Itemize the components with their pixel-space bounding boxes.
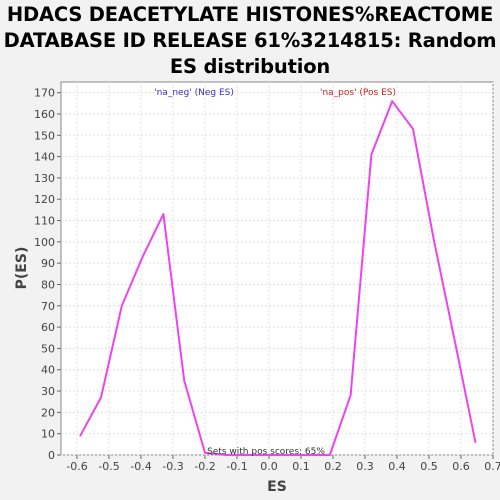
y-tick-label: 110 [34,215,55,228]
plot-area [60,81,494,456]
y-tick-label: 40 [41,364,55,377]
x-tick-label: -0.5 [98,460,119,473]
y-tick-label: 130 [34,172,55,185]
x-tick-label: 0.1 [292,460,310,473]
chart-title-line-2: DATABASE ID RELEASE 61%3214815: Random [3,29,497,52]
data-point [391,100,394,102]
x-tick-label: 0.7 [484,460,500,473]
data-point [266,454,269,456]
data-point [370,153,373,156]
data-point [79,435,81,437]
series-line [79,100,477,456]
series-es-distribution [79,100,477,456]
y-tick-label: 160 [34,108,55,121]
y-tick-label: 90 [41,257,55,270]
x-tick-label: -0.3 [162,460,183,473]
data-point [225,454,227,456]
y-tick-label: 70 [41,300,55,313]
x-tick-label: 0.0 [260,460,278,473]
y-tick-label: 100 [34,236,55,249]
legend-neg: 'na_neg' (Neg ES) [154,88,234,98]
data-point [308,454,310,456]
x-axis-label: ES [267,479,287,495]
y-tick-label: 150 [34,129,55,142]
data-point [204,452,206,454]
x-tick-label: 0.6 [452,460,470,473]
data-point [245,454,248,456]
data-point [100,396,102,399]
x-tick-label: 0.5 [420,460,438,473]
x-tick-label: -0.4 [130,460,151,473]
data-point [349,394,352,397]
grid-lines [61,82,494,456]
y-axis: 0 10 20 30 40 50 60 70 80 90 100 110 120 130 140 150 160… [34,87,61,462]
y-tick-label: 30 [41,385,55,398]
y-tick-label: 60 [41,321,55,334]
data-point [433,238,435,241]
x-axis: -0.6 -0.5 -0.4 -0.3 -0.2 -0.1 0.0 0.1 0.2 0.3 0.4 0… [66,455,500,473]
y-tick-label: 80 [41,278,55,291]
y-tick-label: 10 [41,428,55,441]
x-tick-label: -0.1 [226,460,247,473]
data-point [162,213,165,215]
chart-title: HDACS DEACETYLATE HISTONES%REACTOME DATA… [0,2,500,80]
y-tick-label: 20 [41,406,55,419]
y-tick-label: 50 [41,342,55,355]
chart-title-line-3: ES distribution [169,55,331,78]
data-point [287,454,290,456]
y-axis-label: P(ES) [14,247,30,290]
data-point [121,305,123,307]
x-tick-label: 0.3 [356,460,374,473]
data-point [474,441,477,444]
legend-pos: 'na_pos' (Pos ES) [320,88,396,98]
y-tick-label: 170 [34,87,55,100]
pos-scores-annotation: Sets with pos scores: 65% [207,447,325,457]
y-tick-label: 140 [34,151,55,164]
x-tick-label: -0.6 [66,460,87,473]
x-tick-label: 0.2 [324,460,342,473]
data-point [453,339,456,341]
data-point [183,379,185,382]
chart-title-line-1: HDACS DEACETYLATE HISTONES%REACTOME [6,3,494,26]
data-point [329,454,331,456]
y-tick-label: 0 [48,449,55,462]
x-tick-label: 0.4 [388,460,406,473]
y-tick-label: 120 [34,193,55,206]
data-point [141,255,144,258]
x-tick-label: -0.2 [194,460,215,473]
data-point [412,128,414,130]
